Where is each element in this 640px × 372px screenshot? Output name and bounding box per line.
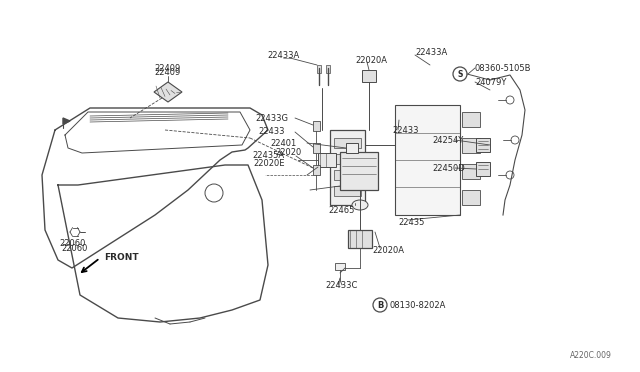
Text: 22465: 22465 bbox=[328, 205, 355, 215]
Bar bbox=[334, 170, 361, 180]
Bar bbox=[395, 105, 460, 215]
Bar bbox=[462, 112, 480, 127]
Bar bbox=[334, 154, 361, 164]
Text: 22020A: 22020A bbox=[372, 246, 404, 254]
Text: 24079Y: 24079Y bbox=[475, 77, 506, 87]
Text: 22435: 22435 bbox=[398, 218, 424, 227]
Bar bbox=[313, 165, 320, 175]
Bar bbox=[330, 130, 365, 205]
Text: 22020A: 22020A bbox=[355, 55, 387, 64]
Text: A220C.009: A220C.009 bbox=[570, 350, 612, 359]
Text: 22433C: 22433C bbox=[325, 280, 357, 289]
Text: 22409: 22409 bbox=[155, 64, 181, 73]
Bar bbox=[313, 143, 320, 153]
Text: FRONT: FRONT bbox=[104, 253, 139, 263]
Text: 22450D: 22450D bbox=[432, 164, 465, 173]
Bar bbox=[334, 186, 361, 196]
Polygon shape bbox=[63, 118, 70, 124]
Bar bbox=[313, 121, 320, 131]
Text: 22409: 22409 bbox=[155, 67, 181, 77]
Bar bbox=[462, 164, 480, 179]
Bar bbox=[476, 162, 490, 176]
Bar bbox=[462, 190, 480, 205]
Bar bbox=[346, 143, 358, 153]
Text: 22020: 22020 bbox=[275, 148, 301, 157]
Text: 22433: 22433 bbox=[258, 126, 285, 135]
Text: 22433A: 22433A bbox=[267, 51, 300, 60]
Bar bbox=[335, 263, 345, 270]
Bar bbox=[340, 152, 378, 190]
Text: 22020E: 22020E bbox=[253, 158, 285, 167]
Text: 22060: 22060 bbox=[60, 238, 86, 247]
Text: 24254Y: 24254Y bbox=[432, 135, 463, 144]
Text: B: B bbox=[377, 301, 383, 310]
Text: S: S bbox=[458, 70, 463, 78]
Bar bbox=[317, 65, 321, 73]
Bar bbox=[348, 230, 372, 248]
Text: 22060: 22060 bbox=[62, 244, 88, 253]
Text: 22433A: 22433A bbox=[415, 48, 447, 57]
Ellipse shape bbox=[352, 200, 368, 210]
Bar bbox=[476, 138, 490, 152]
Bar bbox=[462, 138, 480, 153]
Bar bbox=[362, 70, 376, 82]
Bar bbox=[318, 153, 336, 167]
Text: 22433G: 22433G bbox=[255, 113, 288, 122]
Bar bbox=[334, 138, 361, 148]
Text: 22433: 22433 bbox=[392, 125, 419, 135]
Polygon shape bbox=[154, 82, 182, 102]
Text: 22435A: 22435A bbox=[252, 151, 284, 160]
Text: 08130-8202A: 08130-8202A bbox=[390, 301, 446, 310]
Bar bbox=[326, 65, 330, 73]
Text: 22401: 22401 bbox=[270, 138, 296, 148]
Text: 08360-5105B: 08360-5105B bbox=[475, 64, 531, 73]
